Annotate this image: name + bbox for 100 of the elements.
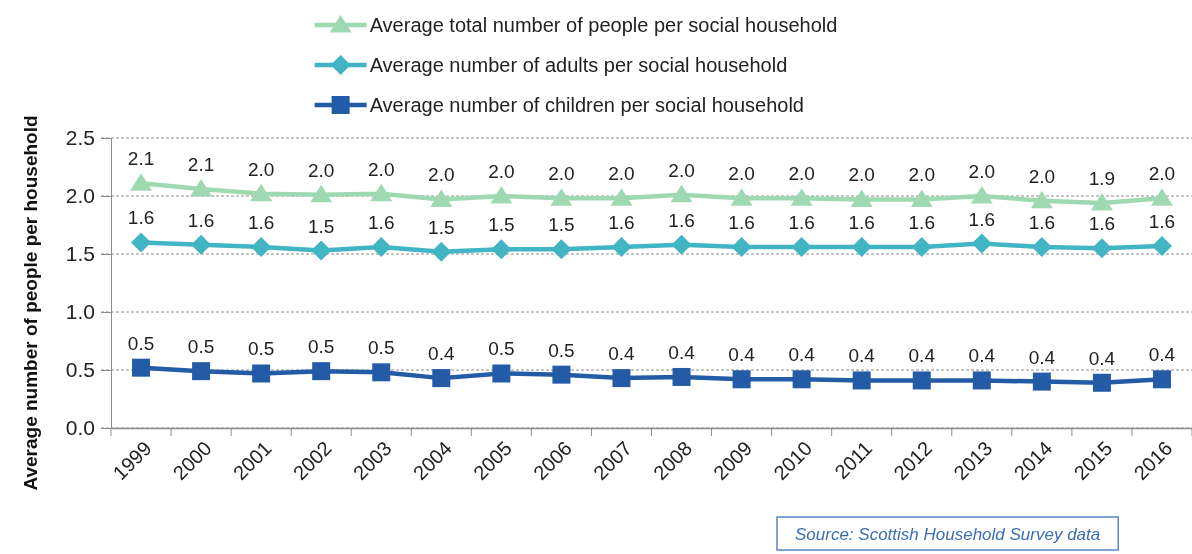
point [790, 188, 813, 206]
point [970, 186, 993, 204]
point [1091, 238, 1112, 259]
y-tick-label: 1.0 [65, 300, 95, 324]
data-label: 2.0 [368, 158, 395, 180]
point [1030, 190, 1053, 209]
data-label: 1.6 [908, 212, 935, 234]
data-label: 0.4 [1088, 347, 1116, 369]
data-label: 0.5 [307, 336, 335, 358]
source-note: Source: Scottish Household Survey data [795, 525, 1101, 544]
data-label: 2.0 [1028, 165, 1056, 187]
data-label: 1.6 [728, 212, 755, 234]
point [431, 241, 452, 262]
data-label: 0.4 [668, 341, 696, 363]
data-label: 2.0 [488, 161, 515, 182]
point [1090, 192, 1113, 211]
point [910, 189, 933, 207]
data-label: 1.6 [187, 209, 215, 231]
point [972, 371, 991, 390]
point [310, 184, 333, 203]
point [611, 237, 632, 258]
data-label: 0.4 [728, 344, 756, 366]
point [551, 239, 572, 260]
data-label: 2.0 [307, 159, 335, 181]
data-label: 1.6 [247, 212, 275, 234]
point [792, 370, 811, 389]
point [132, 358, 151, 377]
data-label: 1.6 [848, 212, 875, 234]
data-label: 0.5 [548, 339, 575, 361]
point [312, 362, 331, 381]
point [730, 188, 753, 206]
point [1092, 373, 1111, 392]
point [850, 189, 873, 207]
point [251, 237, 272, 258]
data-label: 0.4 [848, 345, 876, 367]
point [1031, 237, 1052, 258]
data-label: 1.5 [488, 214, 515, 236]
data-label: 2.0 [908, 164, 935, 186]
y-tick-label: 0.5 [65, 358, 95, 382]
point [191, 234, 212, 255]
point [971, 233, 992, 254]
data-label: 2.0 [668, 159, 695, 181]
data-label: 2.0 [728, 163, 755, 185]
point [670, 184, 693, 203]
point [371, 237, 392, 258]
data-label: 0.5 [187, 336, 215, 358]
point [252, 364, 271, 383]
data-label: 2.1 [127, 148, 155, 170]
data-label: 0.5 [127, 332, 155, 354]
data-label: 1.6 [127, 207, 155, 229]
y-tick-label: 2.0 [65, 184, 95, 208]
data-label: 2.0 [548, 163, 575, 185]
point [672, 367, 691, 386]
data-label: 2.0 [1148, 163, 1176, 185]
point [250, 183, 273, 202]
point [612, 369, 631, 388]
point [732, 370, 751, 389]
point [671, 234, 692, 255]
data-label: 2.1 [187, 154, 215, 176]
data-label: 0.4 [608, 343, 636, 365]
data-label: 0.4 [1148, 344, 1176, 366]
data-label: 1.6 [1028, 212, 1056, 234]
data-label: 1.5 [428, 216, 455, 238]
data-label: 0.5 [488, 338, 515, 360]
point [491, 239, 512, 260]
data-label: 1.6 [668, 209, 695, 231]
data-label: 1.6 [368, 212, 395, 234]
data-label: 2.0 [608, 163, 635, 185]
point [1032, 372, 1051, 391]
data-label: 1.6 [788, 212, 815, 234]
point [130, 173, 153, 191]
data-label: 1.6 [1088, 213, 1116, 235]
data-label: 1.9 [1088, 167, 1116, 189]
y-tick-label: 1.5 [65, 242, 95, 266]
point [851, 237, 872, 258]
y-axis-title: Average number of people per household [19, 115, 41, 491]
data-label: 2.0 [848, 164, 875, 186]
point [911, 237, 932, 258]
data-label: 1.6 [608, 212, 635, 234]
y-tick-label: 2.5 [65, 126, 95, 150]
point [1151, 235, 1172, 256]
point [791, 237, 812, 258]
point [490, 186, 513, 204]
data-label: 0.5 [247, 338, 275, 360]
data-label: 2.0 [788, 163, 815, 185]
data-label: 1.5 [548, 214, 575, 236]
point [190, 179, 213, 197]
legend-label: Average total number of people per social household [369, 14, 838, 36]
data-label: 1.6 [1148, 210, 1176, 232]
data-label: 1.6 [968, 208, 996, 230]
point [912, 371, 931, 390]
point [432, 369, 451, 388]
point [311, 240, 332, 261]
data-label: 0.4 [968, 345, 996, 367]
point [1152, 370, 1171, 389]
y-tick-label: 0.0 [65, 416, 95, 440]
point [131, 232, 152, 253]
point [852, 371, 871, 390]
data-label: 0.5 [368, 337, 395, 359]
point [192, 362, 211, 381]
